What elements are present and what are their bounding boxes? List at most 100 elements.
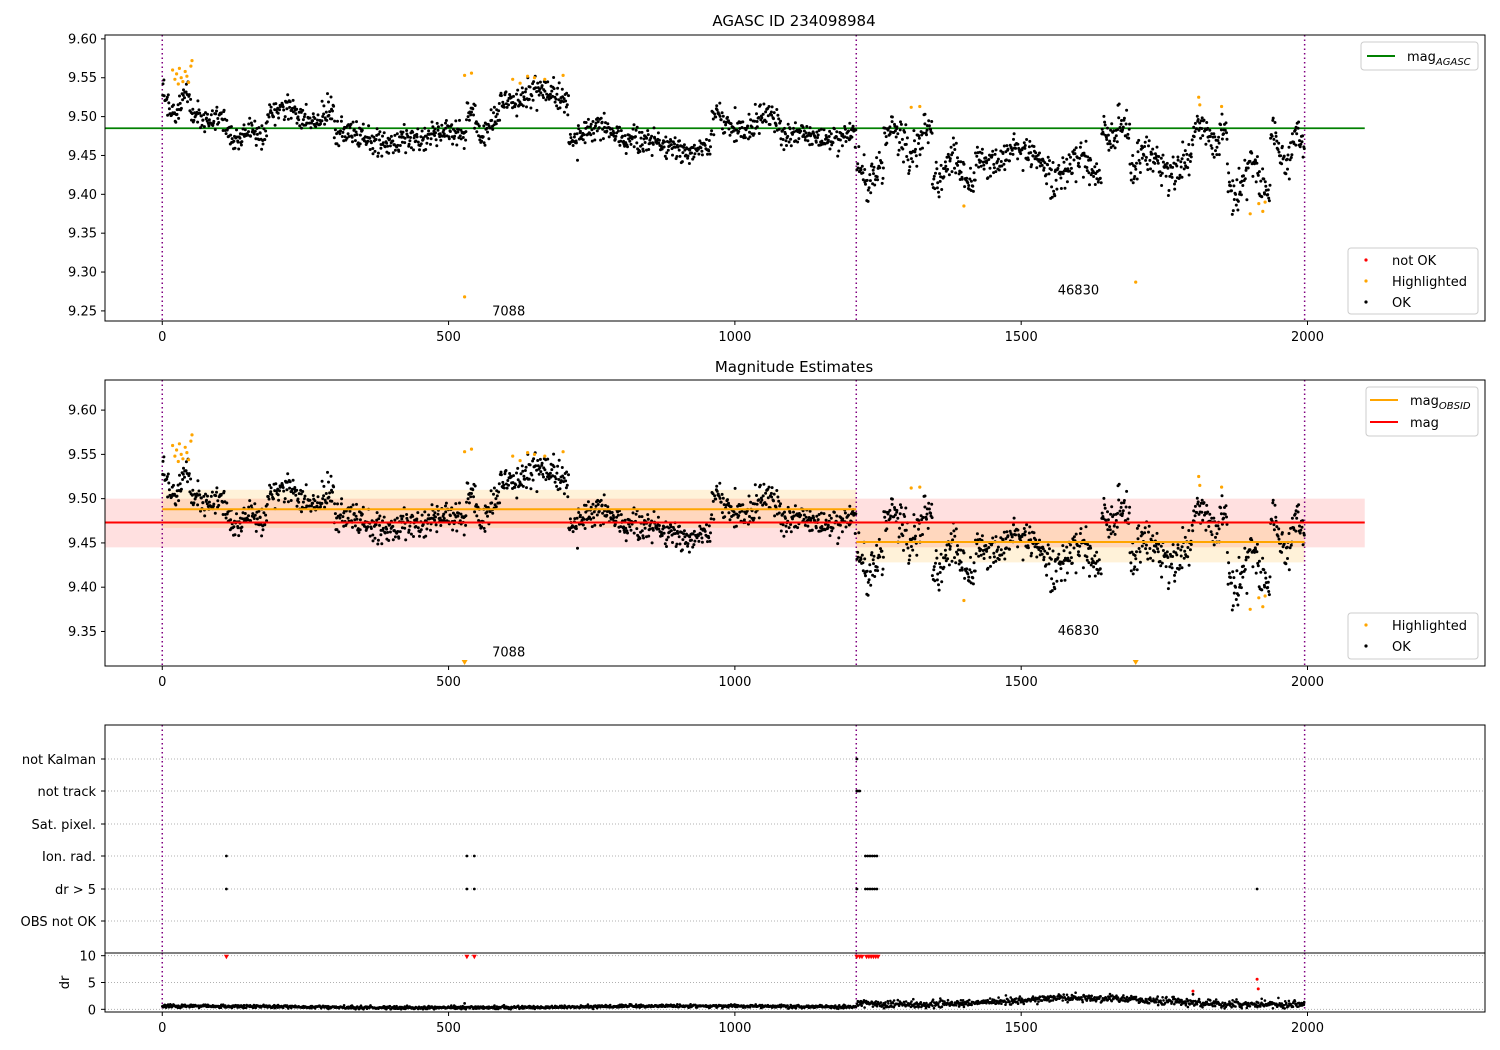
p2-ok-point xyxy=(252,517,256,520)
p1-ok-point xyxy=(770,113,774,117)
p1-ok-point xyxy=(866,199,870,203)
p2-ok-point xyxy=(752,516,756,520)
p1-ok-point xyxy=(930,120,934,123)
p1-ok-point xyxy=(1150,152,1154,156)
p2-ok-point xyxy=(327,480,330,484)
p1-ok-point xyxy=(369,141,373,145)
p1-ok-point xyxy=(1125,108,1129,112)
p2-ok-point xyxy=(1085,558,1089,562)
p1-y-tick-label: 9.40 xyxy=(68,188,97,203)
p2-ok-point xyxy=(264,513,268,517)
p1-ok-point xyxy=(853,145,857,149)
p1-ok-point xyxy=(605,129,609,133)
p1-ok-point xyxy=(960,177,964,181)
p1-ok-point xyxy=(285,107,289,111)
p2-ok-point xyxy=(1183,549,1187,553)
p2-ok-point xyxy=(1161,549,1165,552)
p1-ok-point xyxy=(416,140,420,144)
p1-ok-point xyxy=(235,128,238,132)
p2-ok-point xyxy=(498,501,502,505)
p2-ok-point xyxy=(1062,549,1066,553)
p1-ok-point xyxy=(683,148,687,152)
p2-ok-point xyxy=(909,545,913,548)
p1-ok-point xyxy=(1248,159,1252,163)
p1-ok-point xyxy=(380,154,384,158)
p2-ok-point xyxy=(434,515,437,519)
p1-ok-point xyxy=(483,143,487,147)
p2-highlighted-point xyxy=(511,454,515,458)
p2-ok-point xyxy=(972,561,976,565)
p1-ok-point xyxy=(898,141,902,144)
p1-highlighted-point xyxy=(543,77,547,81)
p2-ok-point xyxy=(1022,527,1026,530)
p2-legend-label: OK xyxy=(1392,640,1411,655)
p1-ok-point xyxy=(543,89,547,93)
p1-ok-point xyxy=(523,90,527,94)
p1-ok-point xyxy=(623,144,627,148)
p2-ok-point xyxy=(1210,533,1214,537)
p1-ok-point xyxy=(690,151,693,155)
p1-ok-point xyxy=(274,102,278,106)
p2-ok-point xyxy=(719,500,723,504)
p1-ok-point xyxy=(538,80,542,84)
p1-ok-point xyxy=(1052,189,1056,193)
p1-ok-point xyxy=(1301,134,1305,138)
p2-ok-point xyxy=(393,518,397,522)
p1-ok-point xyxy=(1185,152,1189,156)
p2-ok-point xyxy=(669,525,673,529)
p2-ok-point xyxy=(934,561,937,565)
p2-ok-point xyxy=(565,483,569,487)
p2-ok-point xyxy=(411,514,415,518)
p1-ok-point xyxy=(504,90,508,94)
p1-ok-point xyxy=(650,154,654,157)
p2-ok-point xyxy=(1077,554,1081,558)
p2-ok-point xyxy=(1173,573,1176,577)
p2-ok-point xyxy=(770,495,774,499)
flag-row-label: not Kalman xyxy=(22,753,96,768)
p1-ok-point xyxy=(951,136,955,140)
p1-ok-point xyxy=(415,132,419,136)
p1-ok-point xyxy=(253,119,257,123)
p2-ok-point xyxy=(1004,546,1008,550)
p2-ok-point xyxy=(1201,518,1205,522)
p1-ok-point xyxy=(324,110,328,114)
p1-ok-point xyxy=(377,132,381,136)
p1-ok-point xyxy=(1225,162,1229,166)
p2-ok-point xyxy=(907,561,911,565)
p2-ok-point xyxy=(1002,530,1006,534)
p1-plot-frame xyxy=(104,34,1486,322)
p1-ok-point xyxy=(1200,127,1204,130)
p1-ok-point xyxy=(494,115,498,119)
p1-ok-point xyxy=(450,123,454,127)
p1-ok-point xyxy=(1171,155,1175,159)
p2-ok-point xyxy=(734,524,738,528)
p2-ok-point xyxy=(1274,515,1278,519)
p2-ok-point xyxy=(866,580,870,584)
p1-ok-point xyxy=(184,82,188,86)
p1-ok-point xyxy=(525,105,528,109)
flag-row-label: Ion. rad. xyxy=(42,850,96,865)
p2-ok-point xyxy=(483,529,487,533)
p2-ok-point xyxy=(369,527,373,530)
p1-ok-point xyxy=(1179,165,1183,169)
p1-legend-marker-swatch xyxy=(1364,300,1368,304)
p1-ok-point xyxy=(870,162,874,166)
p2-ok-point xyxy=(1195,496,1199,500)
p1-ok-point xyxy=(599,138,603,142)
flag-point xyxy=(472,887,476,891)
p2-ok-point xyxy=(881,555,885,559)
p1-ok-point xyxy=(671,153,674,157)
p2-ok-point xyxy=(890,502,894,506)
p2-ok-point xyxy=(303,494,307,498)
p1-ok-point xyxy=(1149,167,1152,171)
p2-ok-point xyxy=(1188,548,1192,552)
p2-ok-point xyxy=(262,511,266,515)
p1-ok-point xyxy=(1262,177,1266,181)
p2-ok-point xyxy=(979,547,983,551)
p2-ok-point xyxy=(671,541,674,544)
p2-ok-point xyxy=(877,537,881,541)
p2-ok-point xyxy=(936,572,940,576)
p1-ok-point xyxy=(682,143,686,147)
p1-y-tick-label: 9.25 xyxy=(68,304,97,319)
dr-point xyxy=(395,1004,398,1008)
